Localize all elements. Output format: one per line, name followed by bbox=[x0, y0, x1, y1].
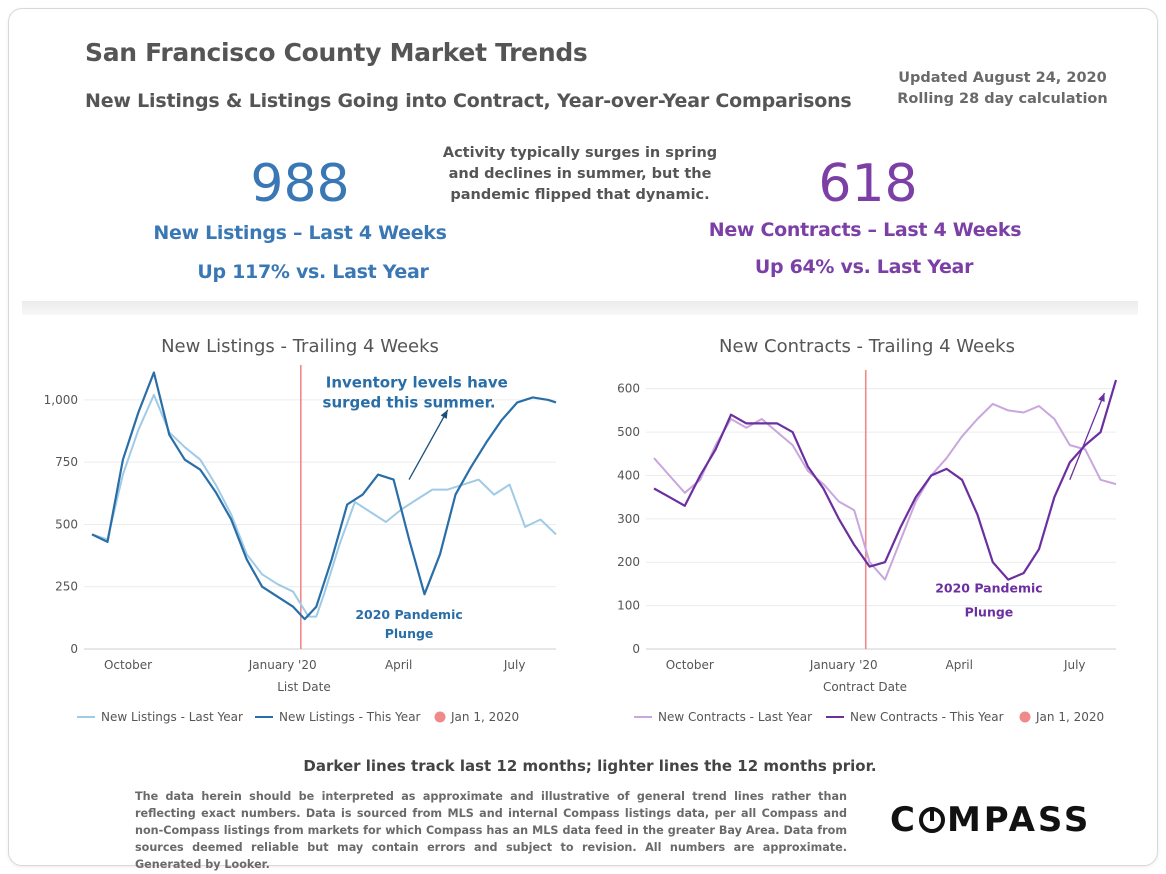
chart-annotation: surged this summer. bbox=[323, 393, 496, 411]
compass-logo: C MPASS bbox=[890, 800, 1091, 840]
legend-label: Jan 1, 2020 bbox=[450, 710, 519, 724]
note-line: and declines in summer, but the bbox=[448, 166, 712, 182]
trend-arrow-icon bbox=[408, 409, 449, 480]
series-line-last-year bbox=[91, 393, 557, 618]
trend-arrow-head-icon bbox=[1098, 393, 1105, 403]
x-tick-label: April bbox=[385, 658, 412, 672]
series-line-last-year bbox=[653, 402, 1117, 581]
chart-annotation: 2020 Pandemic bbox=[935, 581, 1042, 596]
chart-annotation: 2020 Pandemic bbox=[355, 607, 462, 622]
logo-letters-end: MPASS bbox=[946, 800, 1092, 840]
x-tick-label: October bbox=[666, 658, 714, 672]
y-tick-label: 500 bbox=[55, 517, 78, 531]
legend-label: New Listings - This Year bbox=[279, 710, 421, 724]
legend-marker-dot bbox=[1019, 711, 1031, 723]
legend-label: New Contracts - This Year bbox=[850, 710, 1004, 724]
listings-chart: 0 250 500 750 1,000 October January '20 April Ju… bbox=[44, 365, 557, 724]
y-tick-label: 300 bbox=[617, 512, 640, 526]
x-tick-label: January '20 bbox=[248, 658, 317, 672]
compass-o-icon bbox=[918, 807, 945, 833]
x-axis-title: Contract Date bbox=[823, 680, 907, 694]
contracts-chart-title: New Contracts - Trailing 4 Weeks bbox=[719, 336, 1015, 357]
y-tick-label: 500 bbox=[617, 425, 640, 439]
kpi-contracts-change: Up 64% vs. Last Year bbox=[754, 256, 974, 278]
update-info: Updated August 24, 2020 Rolling 28 day c… bbox=[880, 68, 1125, 110]
kpi-listings-label: New Listings – Last 4 Weeks bbox=[153, 222, 447, 244]
logo-letters-start: C bbox=[890, 800, 918, 840]
page-subtitle: New Listings & Listings Going into Contr… bbox=[85, 90, 852, 112]
updated-date: Updated August 24, 2020 bbox=[898, 70, 1107, 86]
y-tick-label: 600 bbox=[617, 382, 640, 396]
x-tick-label: April bbox=[946, 658, 973, 672]
note-line: pandemic flipped that dynamic. bbox=[450, 187, 710, 203]
trend-arrow-head-icon bbox=[440, 409, 448, 419]
chart-annotation: Plunge bbox=[385, 626, 434, 641]
kpi-listings-value: 988 bbox=[250, 154, 350, 214]
rolling-calc-note: Rolling 28 day calculation bbox=[897, 91, 1108, 107]
y-tick-label: 200 bbox=[617, 555, 640, 569]
page-title: San Francisco County Market Trends bbox=[85, 38, 588, 67]
kpi-listings-change: Up 117% vs. Last Year bbox=[197, 261, 429, 283]
listings-chart-title: New Listings - Trailing 4 Weeks bbox=[161, 336, 439, 357]
y-tick-label: 0 bbox=[632, 642, 640, 656]
legend-label: Jan 1, 2020 bbox=[1035, 710, 1104, 724]
series-line-this-year bbox=[653, 379, 1118, 581]
y-tick-label: 100 bbox=[617, 599, 640, 613]
legend-label: New Listings - Last Year bbox=[101, 710, 243, 724]
kpi-contracts-label: New Contracts – Last 4 Weeks bbox=[708, 219, 1022, 241]
x-axis-title: List Date bbox=[277, 680, 330, 694]
divider-shadow bbox=[22, 301, 1138, 315]
note-line: Activity typically surges in spring bbox=[442, 145, 718, 161]
chart-annotation: Plunge bbox=[965, 604, 1014, 619]
x-tick-label: July bbox=[1063, 658, 1086, 672]
footer-summary: Darker lines track last 12 months; light… bbox=[303, 757, 877, 775]
legend-label: New Contracts - Last Year bbox=[658, 710, 812, 724]
x-tick-label: July bbox=[503, 658, 526, 672]
series-line-this-year bbox=[91, 371, 557, 621]
chart-annotation: Inventory levels have bbox=[326, 373, 508, 391]
trend-arrow-icon bbox=[1069, 392, 1106, 481]
y-tick-label: 750 bbox=[55, 455, 78, 469]
y-tick-label: 400 bbox=[617, 468, 640, 482]
kpi-panel-contracts bbox=[592, 215, 1138, 303]
legend-marker-dot bbox=[434, 711, 446, 723]
kpi-contracts-value: 618 bbox=[818, 154, 918, 214]
kpi-panel-listings bbox=[22, 215, 580, 303]
x-tick-label: October bbox=[104, 658, 152, 672]
y-tick-label: 250 bbox=[55, 580, 78, 594]
contracts-chart: 0 100 200 300 400 500 600 October January '20 Apr… bbox=[617, 370, 1118, 724]
disclaimer-text: The data herein should be interpreted as… bbox=[135, 790, 847, 871]
x-tick-label: January '20 bbox=[809, 658, 878, 672]
y-tick-label: 0 bbox=[70, 642, 78, 656]
y-tick-label: 1,000 bbox=[44, 393, 78, 407]
seasonality-note: Activity typically surges in spring and … bbox=[420, 143, 740, 206]
